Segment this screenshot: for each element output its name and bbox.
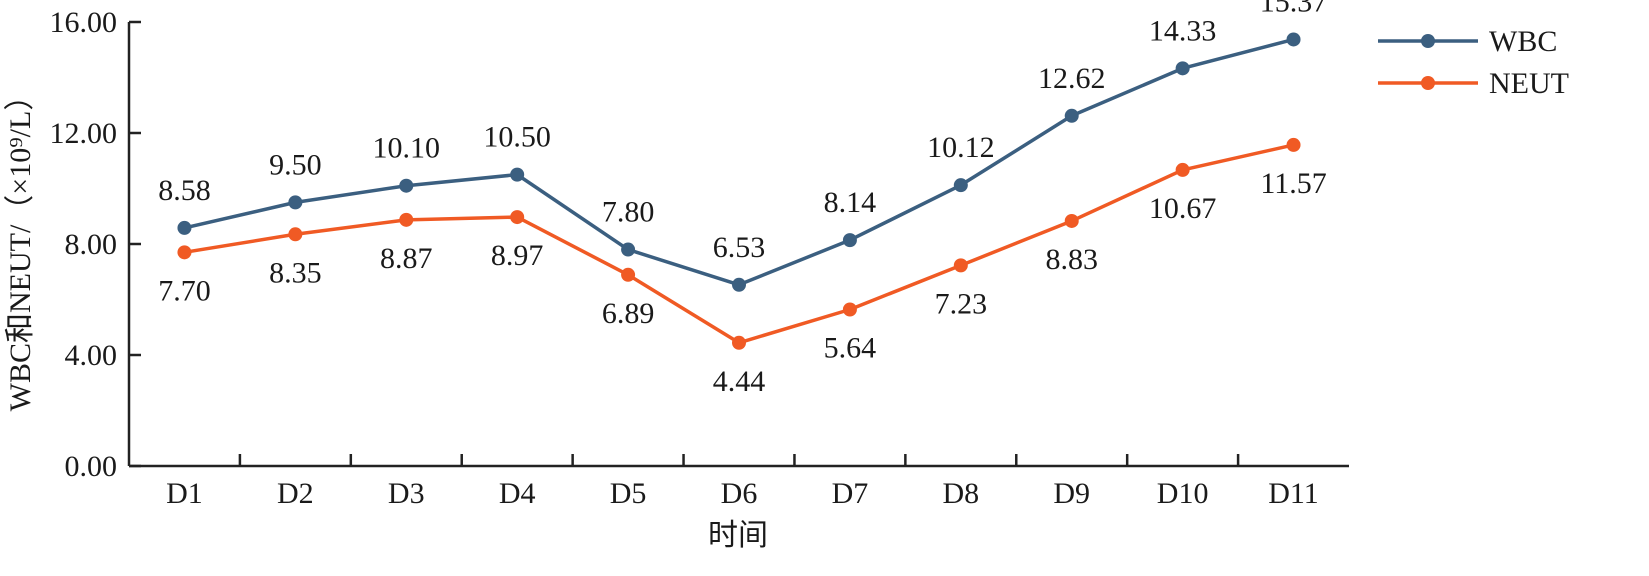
- data-point-neut: [399, 212, 414, 227]
- data-label-wbc: 10.50: [483, 121, 551, 154]
- x-tick-label: D1: [166, 477, 203, 510]
- data-point-wbc: [177, 220, 192, 235]
- data-label-neut: 6.89: [602, 297, 655, 330]
- data-point-neut: [510, 210, 525, 225]
- x-tick-label: D10: [1157, 477, 1209, 510]
- data-point-wbc: [288, 195, 303, 210]
- x-tick-label: D9: [1053, 477, 1090, 510]
- data-label-neut: 4.44: [713, 365, 766, 398]
- data-point-neut: [177, 245, 192, 260]
- chart-axes: 0.00 4.00 8.00 12.00 16.00 D1 D2 D3 D4 D5 D6 D7 D8 D9…: [50, 6, 1349, 510]
- legend-marker-wbc: [1421, 34, 1435, 48]
- data-label-wbc: 12.62: [1038, 62, 1106, 95]
- data-label-wbc: 15.37: [1260, 0, 1328, 18]
- chart-data-labels: 8.58 9.50 10.10 10.50 7.80 6.53 8.14 10.12 12.62…: [158, 0, 1327, 398]
- data-label-neut: 8.87: [380, 242, 433, 275]
- y-tick-label: 12.00: [50, 117, 118, 150]
- chart-series: [177, 32, 1301, 350]
- data-label-wbc: 6.53: [713, 231, 766, 264]
- x-axis-title: 时间: [708, 519, 768, 552]
- data-point-wbc: [842, 233, 857, 248]
- x-tick-label: D11: [1268, 477, 1319, 510]
- data-label-neut: 5.64: [824, 331, 877, 364]
- x-tick-label: D3: [388, 477, 425, 510]
- chart-legend: WBC NEUT: [1378, 25, 1569, 100]
- data-label-neut: 8.97: [491, 239, 544, 272]
- y-tick-label: 8.00: [65, 228, 118, 261]
- data-label-neut: 7.70: [158, 274, 211, 307]
- data-point-neut: [1286, 137, 1301, 152]
- data-label-neut: 11.57: [1260, 167, 1326, 200]
- data-point-neut: [953, 258, 968, 273]
- x-tick-label: D2: [277, 477, 314, 510]
- data-label-wbc: 10.10: [373, 132, 441, 165]
- data-label-wbc: 10.12: [927, 131, 995, 164]
- data-label-wbc: 8.58: [158, 174, 211, 207]
- data-point-neut: [842, 302, 857, 317]
- data-label-neut: 7.23: [935, 287, 988, 320]
- data-label-neut: 8.35: [269, 256, 322, 289]
- y-tick-label: 0.00: [65, 450, 118, 483]
- data-point-neut: [732, 335, 746, 350]
- x-tick-label: D7: [832, 477, 869, 510]
- legend-label-wbc: WBC: [1489, 25, 1557, 58]
- legend-label-neut: NEUT: [1489, 67, 1569, 100]
- data-label-wbc: 9.50: [269, 148, 322, 181]
- data-label-wbc: 14.33: [1149, 14, 1217, 47]
- x-tick-label: D6: [721, 477, 758, 510]
- data-point-wbc: [1175, 61, 1190, 76]
- data-point-wbc: [399, 178, 414, 193]
- y-axis-title: WBC和NEUT/（×10⁹/L）: [4, 81, 37, 412]
- x-tick-label: D5: [610, 477, 647, 510]
- data-label-wbc: 8.14: [824, 186, 877, 219]
- data-point-wbc: [621, 242, 636, 257]
- x-tick-label: D8: [942, 477, 979, 510]
- y-tick-label: 4.00: [65, 339, 118, 372]
- data-point-neut: [1175, 162, 1190, 177]
- data-point-wbc: [510, 167, 525, 182]
- y-tick-label: 16.00: [50, 6, 118, 39]
- data-label-neut: 8.83: [1045, 243, 1098, 276]
- legend-marker-neut: [1421, 76, 1435, 90]
- data-label-neut: 10.67: [1149, 192, 1217, 225]
- data-point-wbc: [1286, 32, 1301, 47]
- x-tick-label: D4: [499, 477, 536, 510]
- data-point-wbc: [1064, 108, 1079, 123]
- data-point-wbc: [953, 178, 968, 193]
- data-point-neut: [288, 227, 303, 242]
- data-point-neut: [621, 267, 636, 282]
- data-point-neut: [1064, 213, 1079, 228]
- data-point-wbc: [732, 277, 746, 292]
- data-label-wbc: 7.80: [602, 196, 655, 229]
